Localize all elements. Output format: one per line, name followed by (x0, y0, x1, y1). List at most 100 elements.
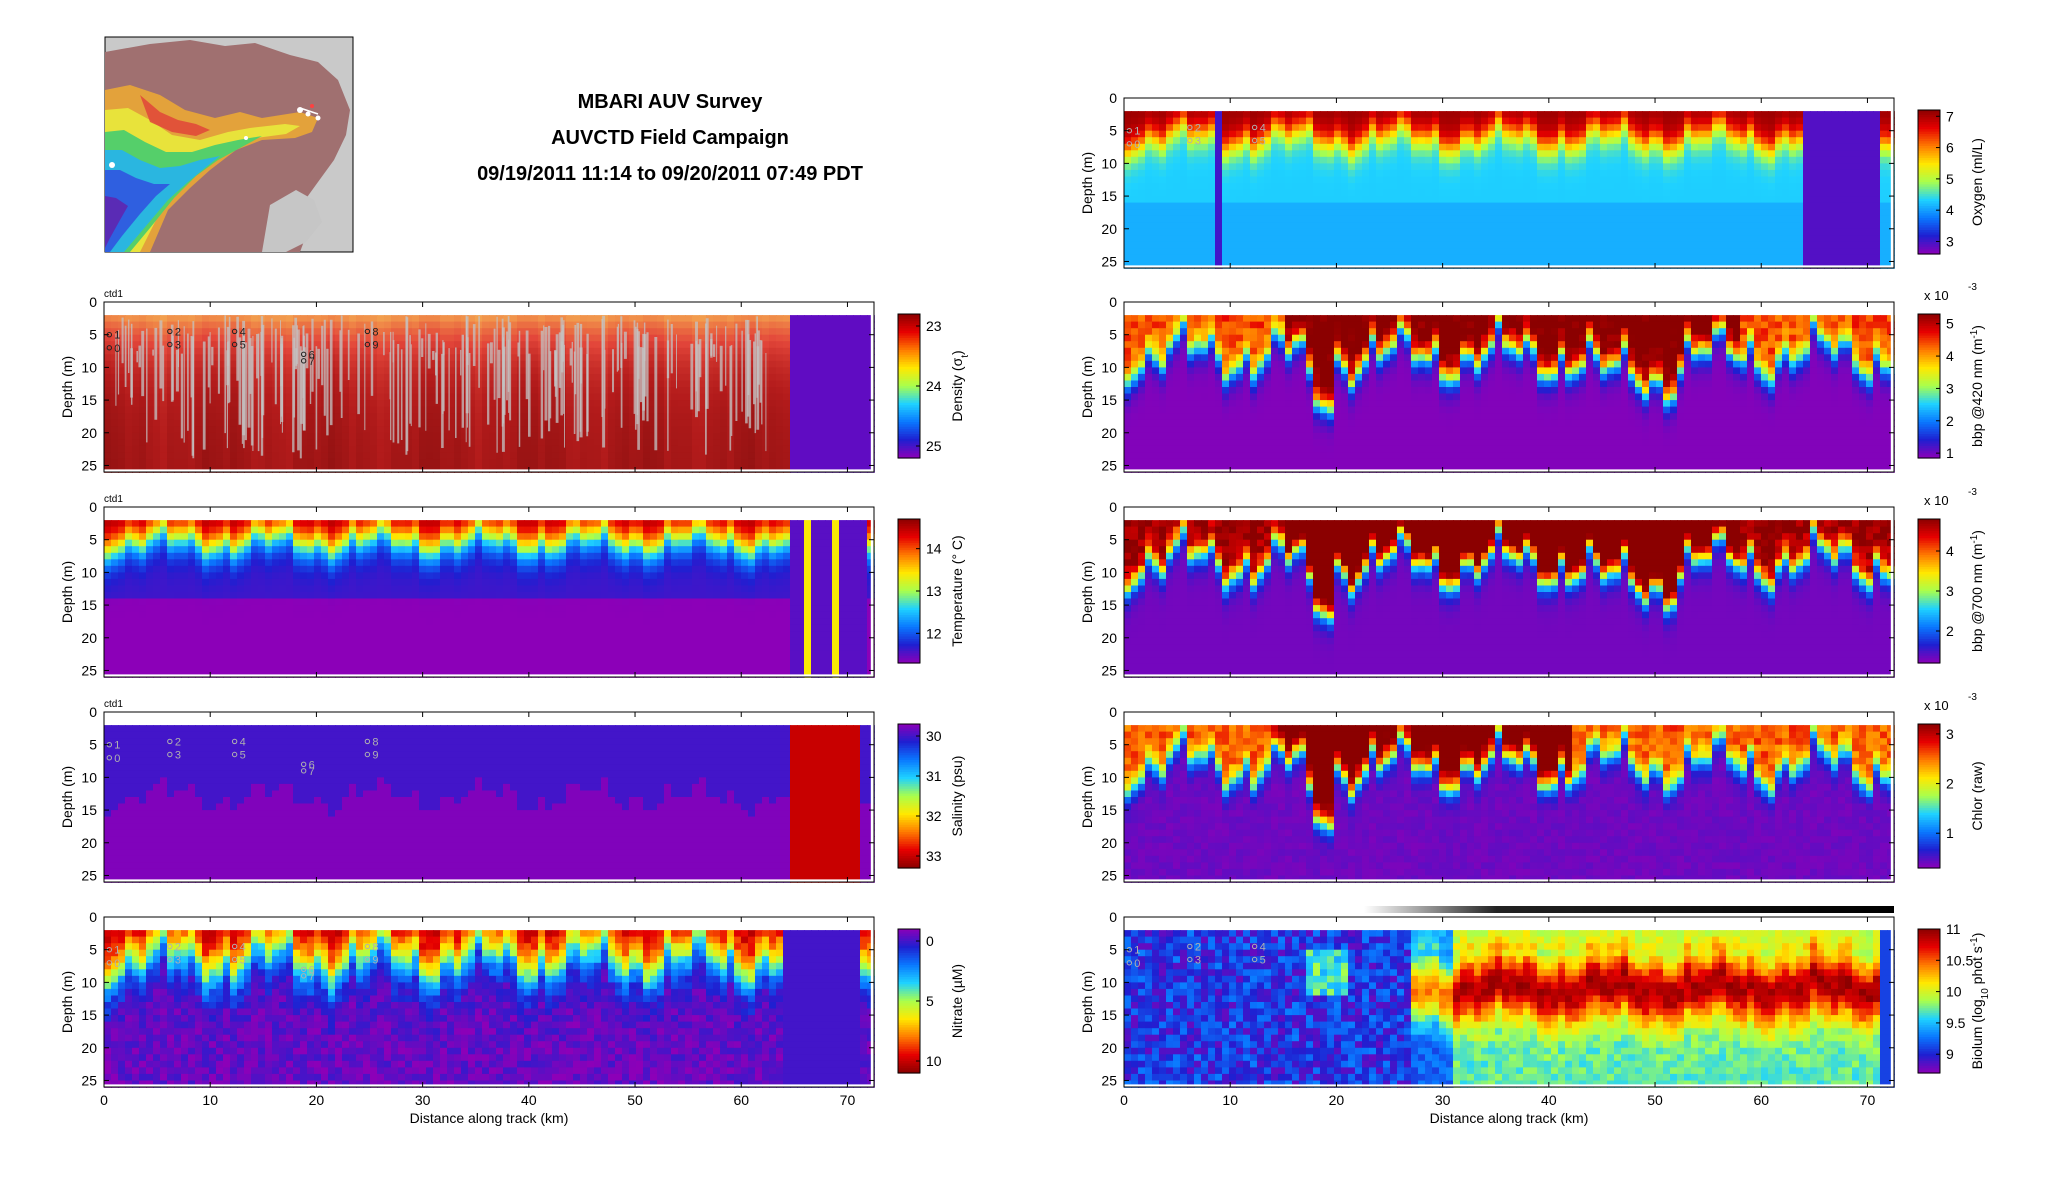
station-marker (364, 738, 371, 745)
biolum-y-axis-label: Depth (m) (1079, 971, 1095, 1033)
y-tick-label: 5 (89, 737, 97, 753)
oxygen-station-markers: 10 2 3 4 5 (1126, 122, 1266, 151)
station-label: 8 (372, 326, 378, 338)
colorbar-tick-label: 6 (1946, 140, 1954, 156)
figure-subtitle: AUVCTD Field Campaign (420, 120, 920, 156)
y-tick-label: 5 (1109, 942, 1117, 958)
station-marker (364, 328, 371, 335)
temperature-field (104, 520, 875, 678)
station-label: 5 (240, 955, 246, 967)
y-tick-label: 25 (1101, 662, 1117, 678)
chlor-field (1124, 725, 1895, 883)
y-tick-label: 10 (81, 359, 97, 375)
nitrate-axes-frame (103, 916, 875, 1088)
station-label: 1 (1134, 126, 1140, 138)
station-label: 5 (240, 750, 246, 762)
y-tick-label: 20 (81, 425, 97, 441)
chlor-scale-note: x 10 (1924, 698, 1949, 713)
colorbar-tick-label: 7 (1946, 108, 1954, 124)
station-marker (364, 943, 371, 950)
colorbar-tick-label: 23 (926, 318, 942, 334)
bbp700-y-axis-label: Depth (m) (1079, 561, 1095, 623)
station-marker (1187, 124, 1193, 131)
station-marker (167, 738, 173, 745)
station-marker (231, 738, 238, 745)
y-tick-label: 0 (1109, 294, 1117, 310)
salinity-colorbar: 30 31 32 33 Salinity (psu) (897, 723, 965, 869)
y-tick-label: 20 (81, 835, 97, 851)
nitrate-colorbar: 0 5 10 Nitrate (µM) (897, 928, 965, 1074)
colorbar-tick-label: 5 (1946, 171, 1954, 187)
station-marker (364, 956, 371, 963)
x-tick-label: 20 (309, 1092, 325, 1108)
station-label: 3 (175, 750, 181, 762)
station-marker (1126, 141, 1133, 147)
colorbar-tick-label: 31 (926, 768, 942, 784)
temperature-axes-frame (103, 506, 875, 678)
temperature-colorbar: 12 13 14 Temperature (° C) (897, 518, 965, 664)
station-marker (167, 341, 173, 348)
density-station-markers: 10 2 3 4 5 67 8 9 (106, 326, 379, 368)
station-marker (300, 966, 307, 973)
colorbar-tick-label: 10.5 (1946, 952, 1973, 968)
station-label: 0 (114, 343, 120, 355)
bbp700-field (1124, 520, 1895, 678)
colorbar-tick-label: 3 (1946, 380, 1954, 396)
y-tick-label: 10 (1101, 564, 1117, 580)
colorbar-tick-label: 9.5 (1946, 1015, 1966, 1031)
y-tick-label: 10 (1101, 974, 1117, 990)
salinity-y-axis-label: Depth (m) (59, 766, 75, 828)
biolum-field (1124, 930, 1895, 1088)
temperature-ctd-label: ctd1 (104, 494, 123, 505)
panel-temperature: ctd1 0 5 10 15 20 25 Depth (m) 12 13 14 Temperature… (59, 494, 965, 678)
station-label: 6 (309, 759, 315, 771)
station-label: 4 (240, 941, 246, 953)
station-marker (1187, 956, 1193, 963)
y-tick-label: 0 (89, 294, 97, 310)
station-label: 0 (114, 958, 120, 970)
colorbar-tick-label: 3 (1946, 726, 1954, 742)
station-label: 8 (372, 736, 378, 748)
y-tick-label: 25 (1101, 457, 1117, 473)
bbp420-scale-note: x 10 (1924, 288, 1949, 303)
bbp420-scale-exponent: -3 (1968, 282, 1977, 293)
station-label: 5 (1260, 955, 1266, 967)
y-tick-label: 15 (1101, 392, 1117, 408)
density-colorbar: 23 24 25 Density (σt) (897, 313, 971, 459)
colorbar-tick-label: 1 (1946, 825, 1954, 841)
station-marker (1187, 137, 1193, 144)
y-tick-label: 5 (1109, 327, 1117, 343)
station-label: 6 (309, 349, 315, 361)
x-tick-label: 50 (1647, 1092, 1663, 1108)
station-marker (1251, 956, 1258, 963)
station-label: 5 (240, 340, 246, 352)
colorbar-tick-label: 9 (1946, 1046, 1954, 1062)
bbp700-colorbar-label: bbp @700 nm (m-1) (1969, 530, 1986, 652)
station-label: 7 (309, 356, 315, 368)
oxygen-field (1124, 111, 1895, 269)
x-tick-label: 40 (521, 1092, 537, 1108)
station-label: 0 (1134, 139, 1140, 151)
station-marker (300, 358, 307, 364)
colorbar-tick-label: 5 (926, 993, 934, 1009)
y-tick-label: 15 (81, 1007, 97, 1023)
station-label: 2 (175, 941, 181, 953)
temperature-y-axis-label: Depth (m) (59, 561, 75, 623)
station-marker (364, 751, 371, 758)
y-tick-label: 10 (81, 974, 97, 990)
y-tick-label: 20 (81, 630, 97, 646)
chlor-y-axis-label: Depth (m) (1079, 766, 1095, 828)
station-marker (1126, 960, 1133, 966)
colorbar-tick-label: 4 (1946, 202, 1954, 218)
station-marker (231, 956, 238, 963)
station-label: 0 (114, 753, 120, 765)
station-marker (1251, 124, 1258, 131)
station-label: 5 (1260, 136, 1266, 148)
colorbar-tick-label: 3 (1946, 233, 1954, 249)
y-tick-label: 15 (1101, 802, 1117, 818)
y-tick-label: 20 (1101, 835, 1117, 851)
y-tick-label: 20 (1101, 425, 1117, 441)
